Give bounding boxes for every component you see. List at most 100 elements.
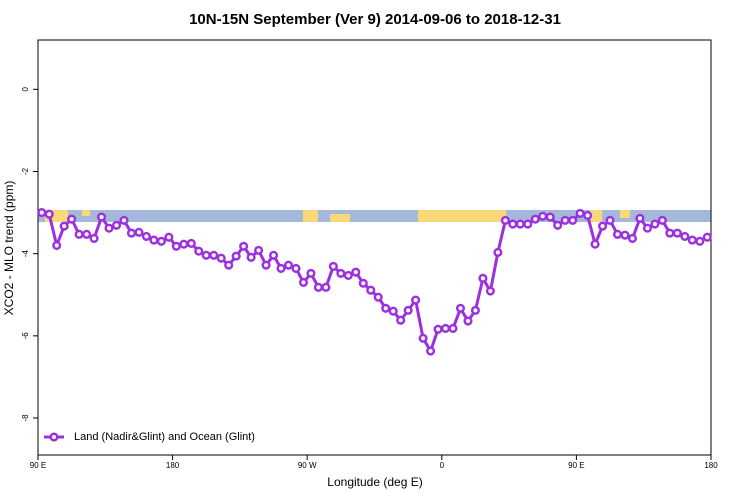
- data-point: [283, 260, 294, 270]
- data-point: [523, 219, 533, 229]
- data-point: [224, 260, 234, 270]
- data-point: [493, 247, 503, 257]
- plot-frame: [37, 39, 712, 456]
- y-axis-label: XCO2 - MLO trend (ppm): [2, 181, 16, 316]
- data-point: [209, 250, 219, 260]
- data-point: [627, 233, 638, 244]
- data-point: [126, 228, 137, 238]
- data-point: [298, 277, 309, 287]
- data-point: [358, 278, 368, 288]
- data-point: [291, 263, 301, 274]
- data-point: [575, 208, 585, 218]
- data-point: [545, 212, 555, 222]
- data-point: [149, 235, 159, 245]
- x-tick-label: 90 W: [298, 461, 317, 470]
- x-tick-label: 180: [166, 461, 180, 470]
- data-point: [74, 229, 84, 239]
- data-point: [44, 209, 54, 219]
- data-point: [635, 213, 645, 223]
- data-point: [254, 245, 264, 255]
- data-point: [538, 211, 548, 221]
- data-point: [530, 214, 540, 224]
- data-point: [583, 210, 593, 221]
- data-point: [388, 306, 398, 316]
- x-tick-label: 180: [704, 461, 718, 470]
- data-point: [381, 303, 391, 313]
- data-point: [485, 286, 495, 296]
- data-point: [37, 208, 47, 218]
- data-point: [448, 323, 458, 333]
- data-point: [665, 228, 675, 238]
- data-point: [82, 229, 92, 239]
- x-tick-label: 90 E: [30, 461, 46, 470]
- data-point: [657, 215, 667, 225]
- data-point: [231, 251, 241, 261]
- data-point: [171, 241, 181, 251]
- data-point: [239, 241, 249, 251]
- data-point: [440, 323, 451, 333]
- data-point: [59, 221, 69, 231]
- data-point: [508, 219, 518, 229]
- data-point: [104, 223, 114, 233]
- data-point: [261, 260, 271, 270]
- data-point: [351, 267, 361, 277]
- y-tick-label: 0: [21, 87, 30, 92]
- y-tick-label: -6: [21, 332, 30, 340]
- data-point: [463, 316, 473, 326]
- y-tick-label: -2: [21, 167, 30, 175]
- data-point: [470, 305, 481, 315]
- data-point: [411, 295, 421, 305]
- data-point: [216, 253, 226, 263]
- data-point: [67, 214, 77, 224]
- data-point: [478, 273, 488, 283]
- data-point: [246, 252, 256, 262]
- y-tick-label: -4: [21, 250, 30, 258]
- data-point: [702, 232, 712, 242]
- data-point: [134, 227, 144, 237]
- data-point: [179, 239, 189, 249]
- data-point: [119, 215, 129, 225]
- data-point: [500, 215, 510, 225]
- x-tick-label: 90 E: [568, 461, 584, 470]
- data-point: [598, 221, 608, 231]
- data-point: [306, 268, 316, 278]
- data-point: [612, 229, 623, 239]
- data-point: [403, 305, 413, 315]
- data-point: [373, 292, 383, 302]
- legend-marker: [49, 432, 59, 442]
- data-point: [426, 346, 436, 356]
- legend-label: Land (Nadir&Glint) and Ocean (Glint): [74, 431, 255, 443]
- data-point: [321, 282, 331, 292]
- data-point: [687, 235, 697, 245]
- data-point: [343, 270, 353, 280]
- data-point: [89, 233, 99, 244]
- x-tick-label: 0: [440, 461, 445, 470]
- data-point: [695, 236, 705, 246]
- data-point: [97, 212, 107, 222]
- data-point: [276, 263, 286, 274]
- data-point: [553, 220, 563, 230]
- data-point: [111, 220, 122, 230]
- data-point: [568, 215, 578, 225]
- data-point: [590, 239, 600, 249]
- data-point: [313, 282, 323, 292]
- data-point: [418, 333, 428, 343]
- data-point: [650, 219, 660, 229]
- data-point: [560, 215, 570, 225]
- data-point: [396, 315, 406, 325]
- data-point: [672, 228, 682, 238]
- data-point: [455, 303, 466, 313]
- data-point: [156, 236, 166, 246]
- data-point: [366, 285, 376, 295]
- data-point: [336, 268, 346, 278]
- data-point: [620, 230, 630, 240]
- data-point: [642, 223, 652, 233]
- data-point: [328, 261, 338, 271]
- y-tick-label: -8: [21, 414, 30, 422]
- data-point: [52, 240, 62, 250]
- data-point: [201, 250, 211, 260]
- data-point: [515, 219, 525, 229]
- data-point: [164, 232, 174, 242]
- chart-title: 10N-15N September (Ver 9) 2014-09-06 to …: [189, 11, 561, 28]
